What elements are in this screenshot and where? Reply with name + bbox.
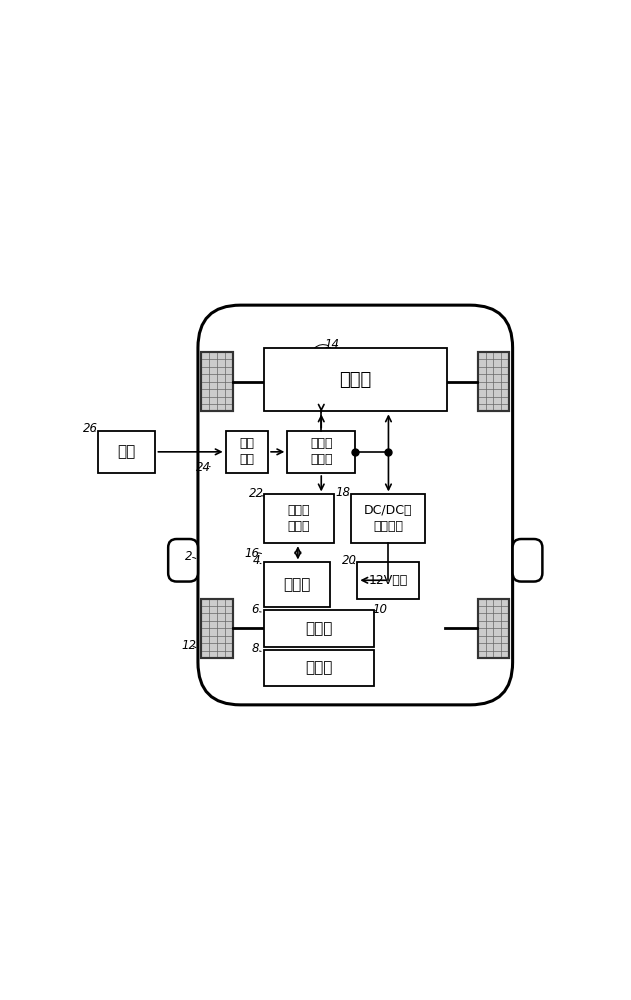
Text: 变速器: 变速器 [305, 621, 333, 636]
Text: 电池组: 电池组 [339, 371, 372, 389]
FancyBboxPatch shape [198, 305, 512, 705]
Text: 12: 12 [181, 639, 196, 652]
Bar [264, 494, 334, 543]
Bar [201, 599, 233, 658]
Text: 24: 24 [196, 461, 211, 474]
Text: 电源: 电源 [117, 444, 136, 459]
Bar [264, 650, 374, 686]
Bar [201, 352, 233, 411]
FancyBboxPatch shape [512, 539, 543, 582]
Bar [478, 352, 509, 411]
Bar [287, 431, 355, 473]
Text: 2: 2 [185, 550, 192, 563]
Bar [201, 352, 233, 411]
Bar [264, 610, 374, 647]
Text: 发动机: 发动机 [305, 660, 333, 675]
Text: 26: 26 [83, 422, 98, 435]
Text: 电力电
子模块: 电力电 子模块 [288, 504, 310, 533]
Text: 18: 18 [336, 486, 351, 499]
Text: 电动机: 电动机 [283, 577, 310, 592]
Text: 电力转
换模块: 电力转 换模块 [310, 437, 333, 466]
Bar [264, 562, 330, 607]
Text: 12V电池: 12V电池 [369, 574, 408, 587]
Bar [201, 599, 233, 658]
Text: 4: 4 [253, 554, 261, 567]
Text: 6: 6 [252, 603, 259, 616]
Bar [351, 494, 425, 543]
Text: 10: 10 [372, 603, 387, 616]
Bar [226, 431, 268, 473]
FancyBboxPatch shape [168, 539, 198, 582]
Bar [264, 348, 447, 411]
Text: 8: 8 [252, 642, 259, 655]
Text: 充电
端口: 充电 端口 [239, 437, 254, 466]
Text: 20: 20 [342, 554, 357, 567]
Bar [357, 562, 419, 599]
Bar [98, 431, 155, 473]
Text: 22: 22 [249, 487, 264, 500]
Bar [478, 599, 509, 658]
Text: DC/DC转
换器模块: DC/DC转 换器模块 [364, 504, 413, 533]
Text: 16: 16 [245, 547, 260, 560]
Bar [478, 599, 509, 658]
Text: 14: 14 [324, 338, 339, 351]
Bar [478, 352, 509, 411]
